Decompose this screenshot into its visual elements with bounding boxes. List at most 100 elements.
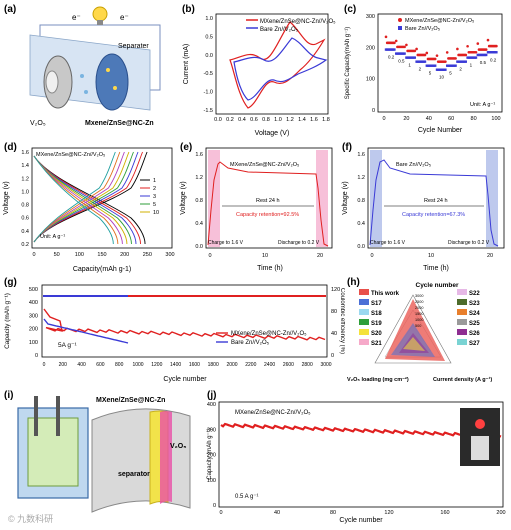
radar-frame <box>374 294 452 364</box>
pouch-cell-photo <box>471 436 489 460</box>
legend-swatch <box>457 299 467 305</box>
rate-point <box>412 56 415 59</box>
capacity-series-bare <box>43 318 129 344</box>
rate-point <box>449 64 452 67</box>
charge-curve <box>33 151 143 243</box>
legend-entry: S21 <box>371 341 382 347</box>
tick-label: 100 <box>491 116 500 122</box>
tick-label: 0.0 <box>357 244 365 250</box>
legend-entry: 2 <box>153 186 156 192</box>
anode-disk <box>95 53 129 111</box>
tick-label: 400 <box>29 300 38 306</box>
tick-label: 0 <box>370 253 373 259</box>
plot-frame <box>205 147 333 249</box>
panel-e: (e) MXene/ZnSe@NC-Zn//V₂O₅ Rest 24 h Cap… <box>178 140 338 275</box>
legend-swatch-bare <box>398 26 402 30</box>
rate-point <box>403 52 406 55</box>
legend-swatch <box>457 289 467 295</box>
rate-point <box>405 43 408 47</box>
discharge-curve <box>33 155 123 245</box>
tick-label: 300 <box>366 14 375 20</box>
rate-point <box>435 54 439 57</box>
discharge-curve <box>33 155 114 245</box>
ion-icon <box>84 90 88 94</box>
legend-entry: S17 <box>371 301 382 307</box>
rate-point <box>456 47 459 51</box>
rest-label: Rest 24 h <box>256 198 280 204</box>
unit-note: Unit: A g⁻¹ <box>40 234 65 240</box>
rate-point <box>476 53 479 57</box>
x-axis-label: Time (h) <box>423 265 449 272</box>
legend-entry: S27 <box>469 341 480 347</box>
tick-label: 1.6 <box>357 152 365 158</box>
legend-entry: This work <box>371 291 400 297</box>
rate-point <box>482 53 485 57</box>
tick-label: 100 <box>29 340 38 346</box>
tick-label: 0.8 <box>195 198 203 204</box>
tick-label: 400 <box>77 362 86 368</box>
legend-entry: S18 <box>371 311 382 317</box>
tick-label: 1.8 <box>322 117 330 123</box>
rate-label: 0.5 A g⁻¹ <box>235 494 259 500</box>
legend: 1 2 3 5 10 <box>140 178 159 216</box>
discharge-region <box>316 150 328 247</box>
rate-step-label: 0.2 <box>490 57 497 62</box>
tick-label: 300 <box>165 252 174 258</box>
rate-point <box>394 39 398 43</box>
tick-label: 250 <box>143 252 152 258</box>
tick-label: 100 <box>366 77 375 83</box>
tick-label: 200 <box>366 45 375 51</box>
rate-point <box>403 45 406 49</box>
tick-label: 1.2 <box>357 175 365 181</box>
tick-label: 1800 <box>208 362 219 368</box>
x-axis-label: Cycle Number <box>418 127 463 134</box>
axis-v2o5-loading: V₂O₅ loading (mg cm⁻²) <box>347 376 409 383</box>
electron-label-right: e⁻ <box>120 13 129 22</box>
tick-label: 0 <box>372 108 375 114</box>
tick-label: 0.0 <box>214 117 222 123</box>
panel-f-title: Bare Zn//V₂O₅ <box>396 162 431 168</box>
rate-point <box>486 38 490 42</box>
legend-swatch-mxene <box>398 18 402 22</box>
tick-label: 1400 <box>170 362 181 368</box>
plot-frame <box>41 284 328 358</box>
panel-e-title: MXene/ZnSe@NC-Zn//V₂O₅ <box>230 162 299 168</box>
cathode-label: V₂O₅ <box>170 443 186 450</box>
rate-point <box>416 60 419 63</box>
tick-label: 0.2 <box>226 117 234 123</box>
tick-label: 300 <box>29 313 38 319</box>
rate-point <box>415 47 418 51</box>
radar-s20 <box>403 337 425 351</box>
rate-point <box>439 68 442 71</box>
charge-region <box>208 150 220 247</box>
tick-label: 200 <box>29 327 38 333</box>
tick-label: 200 <box>207 453 216 459</box>
rate-point <box>397 52 400 55</box>
y-axis-label: Specific Capacity(mAh g⁻¹) <box>345 27 351 100</box>
tick-label: 0.8 <box>357 198 365 204</box>
rate-point <box>401 52 404 55</box>
discharge-label: Discharge to 0.2 V <box>278 240 320 246</box>
tick-label: 3000 <box>415 294 423 298</box>
rate-point <box>495 44 498 48</box>
panel-j-title: MXene/ZnSe@NC-Zn//V₂O₅ <box>235 410 311 416</box>
tick-label: 2600 <box>283 362 294 368</box>
x-axis-label: Cycle number <box>339 517 383 524</box>
legend-entry: S25 <box>469 321 480 327</box>
legend-entry: S23 <box>469 301 480 307</box>
plot-frame <box>367 147 505 249</box>
rate-point <box>466 56 469 59</box>
charge-label: Charge to 1.6 V <box>370 240 406 246</box>
rate-step-label: 10 <box>439 75 445 80</box>
tick-label: 0.0 <box>195 244 203 250</box>
plot-frame <box>31 147 173 249</box>
rate-point <box>434 64 437 67</box>
rate-point <box>423 53 427 57</box>
tick-label: 300 <box>207 427 216 433</box>
tick-label: 60 <box>448 116 454 122</box>
legend-entry: 5 <box>153 202 156 208</box>
rate-point <box>464 60 467 63</box>
ion-icon <box>80 74 84 78</box>
rate-point <box>457 60 460 63</box>
